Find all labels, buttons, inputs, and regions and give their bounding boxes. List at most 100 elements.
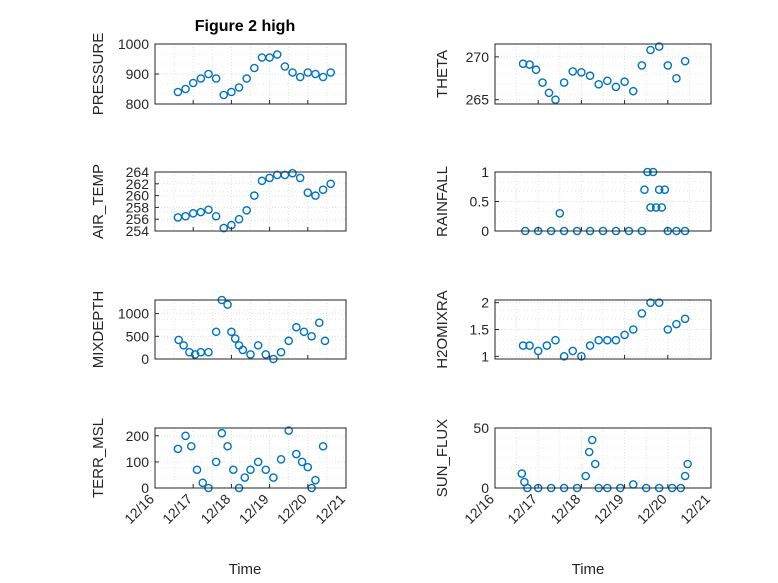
terr_msl-data-point: [240, 473, 250, 482]
sun_flux-data-point: [680, 471, 690, 481]
theta-data-point: [568, 67, 578, 76]
air_temp-y-tick-label: 262: [126, 176, 150, 192]
h2omixra-data-point: [518, 341, 528, 350]
sun_flux-y-axis-title: SUN_FLUX: [434, 419, 451, 497]
h2omixra-data-point: [577, 352, 586, 361]
pressure-data-point: [303, 68, 313, 77]
terr_msl-data-point: [217, 428, 227, 438]
air_temp-data-point: [234, 214, 244, 224]
theta-data-point: [637, 61, 647, 70]
pressure-data-point: [326, 68, 336, 77]
h2omixra-data-point: [542, 341, 552, 350]
pressure-data-point: [219, 90, 229, 100]
theta-data-point: [544, 88, 554, 98]
mixdepth-data-point: [174, 335, 183, 345]
air_temp-axes-box: [154, 171, 347, 232]
sun_flux-y-tick-label: 0: [481, 480, 489, 496]
h2omixra-data-point: [646, 298, 655, 307]
pressure-data-point: [288, 68, 297, 77]
terr_msl-data-point: [246, 465, 255, 475]
terr_msl-data-point: [303, 462, 313, 472]
h2omixra-data-point: [672, 319, 681, 329]
air_temp-data-point: [242, 206, 251, 215]
sun_flux-data-point: [590, 459, 600, 469]
x-axis-title-left: Time: [229, 561, 262, 578]
pressure-data-point: [196, 74, 206, 83]
pressure-data-point: [234, 83, 244, 92]
theta-data-point: [611, 82, 621, 92]
theta-data-point: [577, 67, 586, 77]
air_temp-data-point: [257, 176, 267, 186]
air_temp-data-point: [196, 207, 206, 217]
pressure-data-point: [265, 53, 274, 62]
terr_msl-data-point: [223, 441, 232, 451]
rainfall-data-point: [660, 185, 670, 194]
h2omixra-data-point: [559, 352, 569, 361]
mixdepth-y-tick-label: 0: [141, 351, 149, 367]
rainfall-data-point: [640, 185, 649, 194]
mixdepth-data-point: [227, 327, 236, 337]
mixdepth-data-point: [292, 322, 301, 332]
rainfall-y-tick-label: 0.5: [470, 194, 490, 210]
air_temp-y-tick-label: 264: [126, 164, 150, 180]
air_temp-data-point: [181, 211, 190, 221]
mixdepth-data-point: [223, 300, 232, 309]
air_temp-data-point: [318, 185, 328, 194]
sun_flux-data-point: [683, 459, 692, 469]
h2omixra-data-point: [594, 335, 603, 345]
h2omixra-data-point: [611, 335, 621, 345]
terr_msl-data-point: [292, 449, 301, 459]
rainfall-y-tick-label: 0: [481, 223, 489, 239]
terr_msl-data-point: [284, 426, 294, 435]
h2omixra-data-point: [585, 341, 595, 350]
theta-data-point: [672, 73, 681, 83]
sun_flux-subplot: 0 50 12/16 12/17 12/18 12/19 12/20 12/21 SUN_FLU…: [434, 419, 713, 527]
h2omixra-data-point: [533, 346, 543, 356]
air_temp-data-point: [204, 205, 213, 215]
h2omixra-data-point: [620, 330, 629, 340]
x-axis-title-right: Time: [572, 561, 605, 578]
pressure-data-point: [311, 69, 320, 79]
terr_msl-data-point: [269, 473, 278, 482]
air_temp-data-point: [280, 170, 290, 180]
rainfall-subplot: 0 0.5 1 RAINFALL: [434, 164, 712, 239]
theta-y-tick-label: 270: [466, 49, 490, 65]
pressure-data-point: [295, 72, 305, 82]
air_temp-data-point: [311, 191, 320, 200]
mixdepth-data-point: [276, 347, 286, 357]
air_temp-data-point: [295, 173, 305, 183]
h2omixra-data-point: [637, 309, 647, 318]
h2omixra-data-point: [680, 314, 690, 324]
pressure-subplot: 800 900 1000 PRESSURE: [90, 33, 347, 116]
sun_flux-x-tick-label: 12/21: [677, 491, 713, 527]
theta-data-point: [628, 86, 638, 96]
terr_msl-y-axis-title: TERR_MSL: [90, 418, 107, 498]
theta-axes-box: [494, 43, 712, 105]
air_temp-data-point: [265, 173, 274, 183]
sun_flux-x-tick-label: 12/16: [461, 491, 497, 527]
pressure-data-point: [272, 50, 282, 59]
mixdepth-data-point: [320, 336, 330, 346]
mixdepth-data-point: [314, 318, 324, 327]
h2omixra-y-tick-label: 2: [481, 295, 489, 311]
mixdepth-data-point: [284, 336, 294, 346]
theta-data-point: [646, 45, 655, 55]
pressure-y-tick-label: 900: [126, 66, 150, 82]
terr_msl-data-point: [186, 441, 196, 451]
theta-y-axis-title: THETA: [434, 50, 451, 98]
theta-data-point: [654, 42, 664, 51]
terr_msl-data-point: [192, 465, 202, 475]
air_temp-data-point: [288, 168, 297, 178]
pressure-data-point: [250, 63, 259, 73]
theta-data-point: [531, 65, 541, 75]
mixdepth-data-point: [204, 347, 213, 357]
terr_msl-axes-box: [154, 427, 347, 489]
theta-data-point: [538, 78, 547, 87]
sun_flux-x-tick-label: 12/18: [547, 491, 583, 527]
terr_msl-x-tick-label: 12/16: [121, 491, 157, 527]
sun_flux-data-point: [584, 447, 594, 457]
pressure-data-point: [211, 74, 221, 83]
mixdepth-data-point: [230, 334, 240, 343]
pressure-y-axis-title: PRESSURE: [90, 33, 107, 116]
